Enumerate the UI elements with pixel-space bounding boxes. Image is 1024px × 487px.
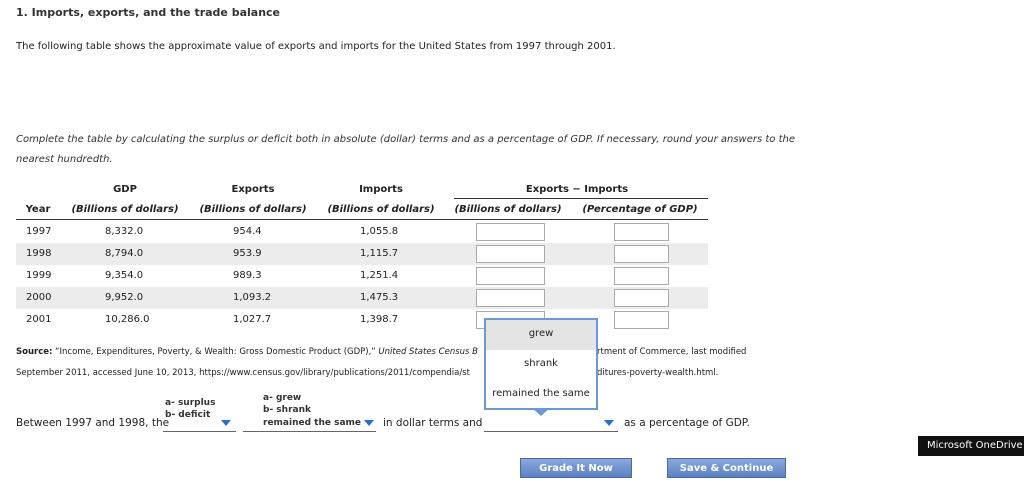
column-header: Year (25, 204, 51, 215)
table-cell: 1998 (26, 248, 52, 259)
popup-option[interactable]: shrank (524, 358, 558, 369)
instructions: Complete the table by calculating the su… (16, 134, 795, 165)
table-cell: 1999 (26, 270, 52, 281)
option-text: a- surplus (165, 398, 216, 408)
source-text: “Income, Expenditures, Poverty, & Wealth… (55, 347, 376, 357)
table-cell: 1,055.8 (360, 226, 399, 237)
grade-button[interactable]: Grade It Now (520, 458, 632, 478)
popup-pointer (532, 408, 550, 416)
table-cell: 1,251.4 (360, 270, 399, 281)
table-cell: 1,398.7 (360, 314, 399, 325)
column-header: (Percentage of GDP) (582, 204, 698, 215)
dropdown-arrow[interactable] (221, 420, 231, 426)
table-cell: 1,027.7 (233, 314, 272, 325)
source-publication: United States Census B (378, 347, 479, 357)
answer-input[interactable] (614, 289, 669, 307)
table-cell: 954.4 (233, 226, 262, 237)
header-rule (454, 198, 708, 199)
option-text: remained the same (263, 418, 362, 428)
source-text: September 2011, accessed June 10, 2013, … (16, 368, 470, 378)
column-header: Exports − Imports (525, 184, 629, 195)
column-header: Exports (231, 184, 275, 195)
column-header: (Billions of dollars) (454, 204, 562, 215)
table-cell: 1,475.3 (360, 292, 399, 303)
table-cell: 8,794.0 (105, 248, 144, 259)
table-cell: 2001 (26, 314, 52, 325)
dropdown-arrow[interactable] (364, 420, 374, 426)
table-cell: 1,115.7 (360, 248, 399, 259)
source-label: Source: (16, 347, 53, 357)
table-cell: 989.3 (233, 270, 262, 281)
table-cell: 1,093.2 (233, 292, 272, 303)
source-text: ditures-poverty-wealth.html. (597, 368, 719, 378)
source-line: Source: “Income, Expenditures, Poverty, … (16, 347, 478, 357)
answer-input[interactable] (614, 311, 669, 329)
answer-input[interactable] (476, 223, 545, 241)
dropdown-arrow[interactable] (604, 420, 614, 426)
dropdown[interactable] (484, 430, 618, 432)
answer-input[interactable] (614, 267, 669, 285)
column-header: Imports (359, 184, 403, 195)
answer-input[interactable] (614, 223, 669, 241)
dropdown[interactable] (243, 430, 376, 432)
table-cell: 10,286.0 (105, 314, 150, 325)
column-header: (Billions of dollars) (71, 204, 179, 215)
popup-option[interactable]: remained the same (492, 388, 590, 399)
dropdown-popup: grew shrank remained the same (484, 318, 598, 410)
table-cell: 9,952.0 (105, 292, 144, 303)
dropdown[interactable] (163, 430, 236, 432)
title: 1. Imports, exports, and the trade balan… (16, 6, 281, 19)
column-header: (Billions of dollars) (327, 204, 435, 215)
table-cell: 1997 (26, 226, 52, 237)
column-header: GDP (113, 184, 137, 195)
answer-input[interactable] (476, 289, 545, 307)
option-text: b- deficit (165, 410, 211, 420)
answer-input[interactable] (476, 267, 545, 285)
intro-text: The following table shows the approximat… (16, 41, 616, 52)
question-suffix: as a percentage of GDP. (624, 417, 750, 429)
tooltip: Microsoft OneDrive (918, 436, 1024, 456)
table-cell: 953.9 (233, 248, 262, 259)
answer-input[interactable] (476, 245, 545, 263)
table-cell: 8,332.0 (105, 226, 144, 237)
answer-input[interactable] (614, 245, 669, 263)
question-prefix: Between 1997 and 1998, the (16, 417, 170, 429)
column-header: (Billions of dollars) (199, 204, 307, 215)
question-middle: in dollar terms and (383, 417, 483, 429)
option-text: b- shrank (263, 405, 311, 415)
popup-option[interactable]: grew (486, 320, 596, 350)
option-text: a- grew (263, 393, 302, 403)
header-rule (16, 219, 708, 220)
table-cell: 9,354.0 (105, 270, 144, 281)
table-cell: 2000 (26, 292, 52, 303)
source-text: rtment of Commerce, last modified (597, 347, 747, 357)
save-button[interactable]: Save & Continue (667, 458, 786, 478)
